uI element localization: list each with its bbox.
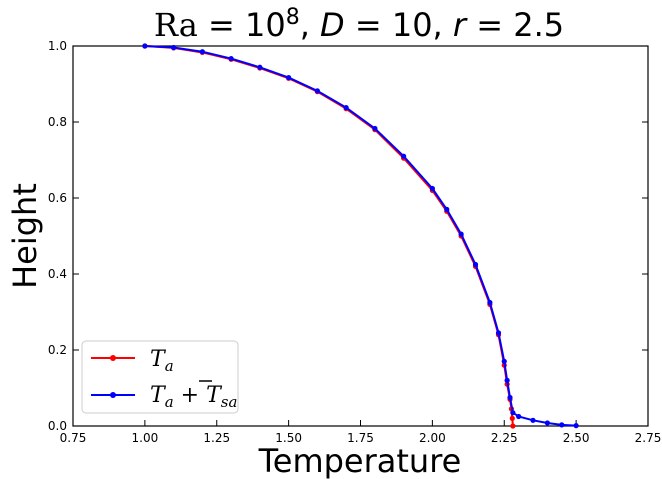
y-tick-label: 0.8: [48, 115, 67, 129]
x-tick-label: 2.00: [419, 431, 446, 445]
data-point-series-1: [530, 417, 536, 423]
data-point-series-1: [504, 377, 510, 383]
data-point-series-0: [510, 423, 516, 429]
y-tick-label: 0.2: [48, 343, 67, 357]
axis-ticks: 0.75 1.00 1.25 1.50 1.75 2.00 2.25 2.50 2.75 0.0 0…: [48, 39, 661, 445]
legend: Ta Ta + Tsa: [81, 340, 239, 414]
x-tick-label: 0.75: [60, 431, 87, 445]
data-point-series-1: [516, 413, 522, 420]
data-point-series-1: [573, 423, 579, 429]
title-r-eq: = 2.5: [466, 6, 564, 44]
x-tick-label: 1.00: [132, 431, 159, 445]
data-point-series-1: [429, 185, 435, 192]
chart-title: Ra = 108, D = 10, r = 2.5: [154, 5, 564, 44]
data-point-series-1: [495, 330, 502, 336]
data-point-series-1: [199, 49, 205, 55]
legend-marker-ta: [110, 355, 116, 361]
legend-marker-ta-tsa: [110, 392, 116, 398]
data-point-series-1: [171, 44, 177, 51]
x-tick-label: 2.50: [563, 431, 590, 445]
y-tick-label: 0.4: [48, 267, 67, 281]
data-point-series-1: [314, 88, 320, 94]
y-tick-label: 0.6: [48, 191, 67, 205]
data-point-series-1: [487, 299, 493, 306]
data-point-series-1: [507, 394, 513, 401]
title-d-eq: = 10,: [345, 6, 453, 44]
data-point-series-1: [544, 420, 550, 426]
y-tick-label: 1.0: [48, 39, 67, 53]
data-point-series-1: [372, 125, 378, 132]
x-tick-label: 1.50: [275, 431, 302, 445]
data-point-series-1: [472, 261, 479, 268]
data-point-series-1: [228, 55, 234, 62]
data-point-series-1: [458, 231, 464, 237]
data-point-series-1: [510, 410, 516, 416]
x-tick-label: 2.25: [491, 431, 518, 445]
y-axis-title: Height: [6, 183, 44, 289]
title-ra-exp: 8: [286, 5, 300, 30]
data-point-series-1: [559, 422, 565, 428]
series-layer: [142, 43, 579, 429]
x-tick-label: 1.25: [203, 431, 230, 445]
x-axis-title: Temperature: [258, 442, 462, 479]
data-point-series-1: [343, 104, 349, 111]
title-ra: Ra: [154, 6, 198, 44]
x-tick-label: 1.75: [347, 431, 374, 445]
data-point-series-1: [444, 206, 450, 212]
data-point-series-1: [142, 43, 148, 49]
x-tick-label: 2.75: [635, 431, 662, 445]
data-point-series-1: [286, 74, 292, 81]
title-d: D: [320, 6, 345, 44]
data-point-series-1: [257, 64, 263, 70]
data-point-series-1: [401, 153, 407, 159]
title-ra-eq: = 10: [198, 6, 286, 44]
legend-label-ta-tsa: Ta + Tsa: [150, 383, 237, 411]
y-tick-label: 0.0: [48, 419, 67, 433]
data-point-series-0: [509, 415, 515, 421]
legend-label-ta: Ta: [150, 347, 174, 375]
title-r: r: [453, 6, 468, 44]
data-point-series-1: [501, 358, 507, 364]
